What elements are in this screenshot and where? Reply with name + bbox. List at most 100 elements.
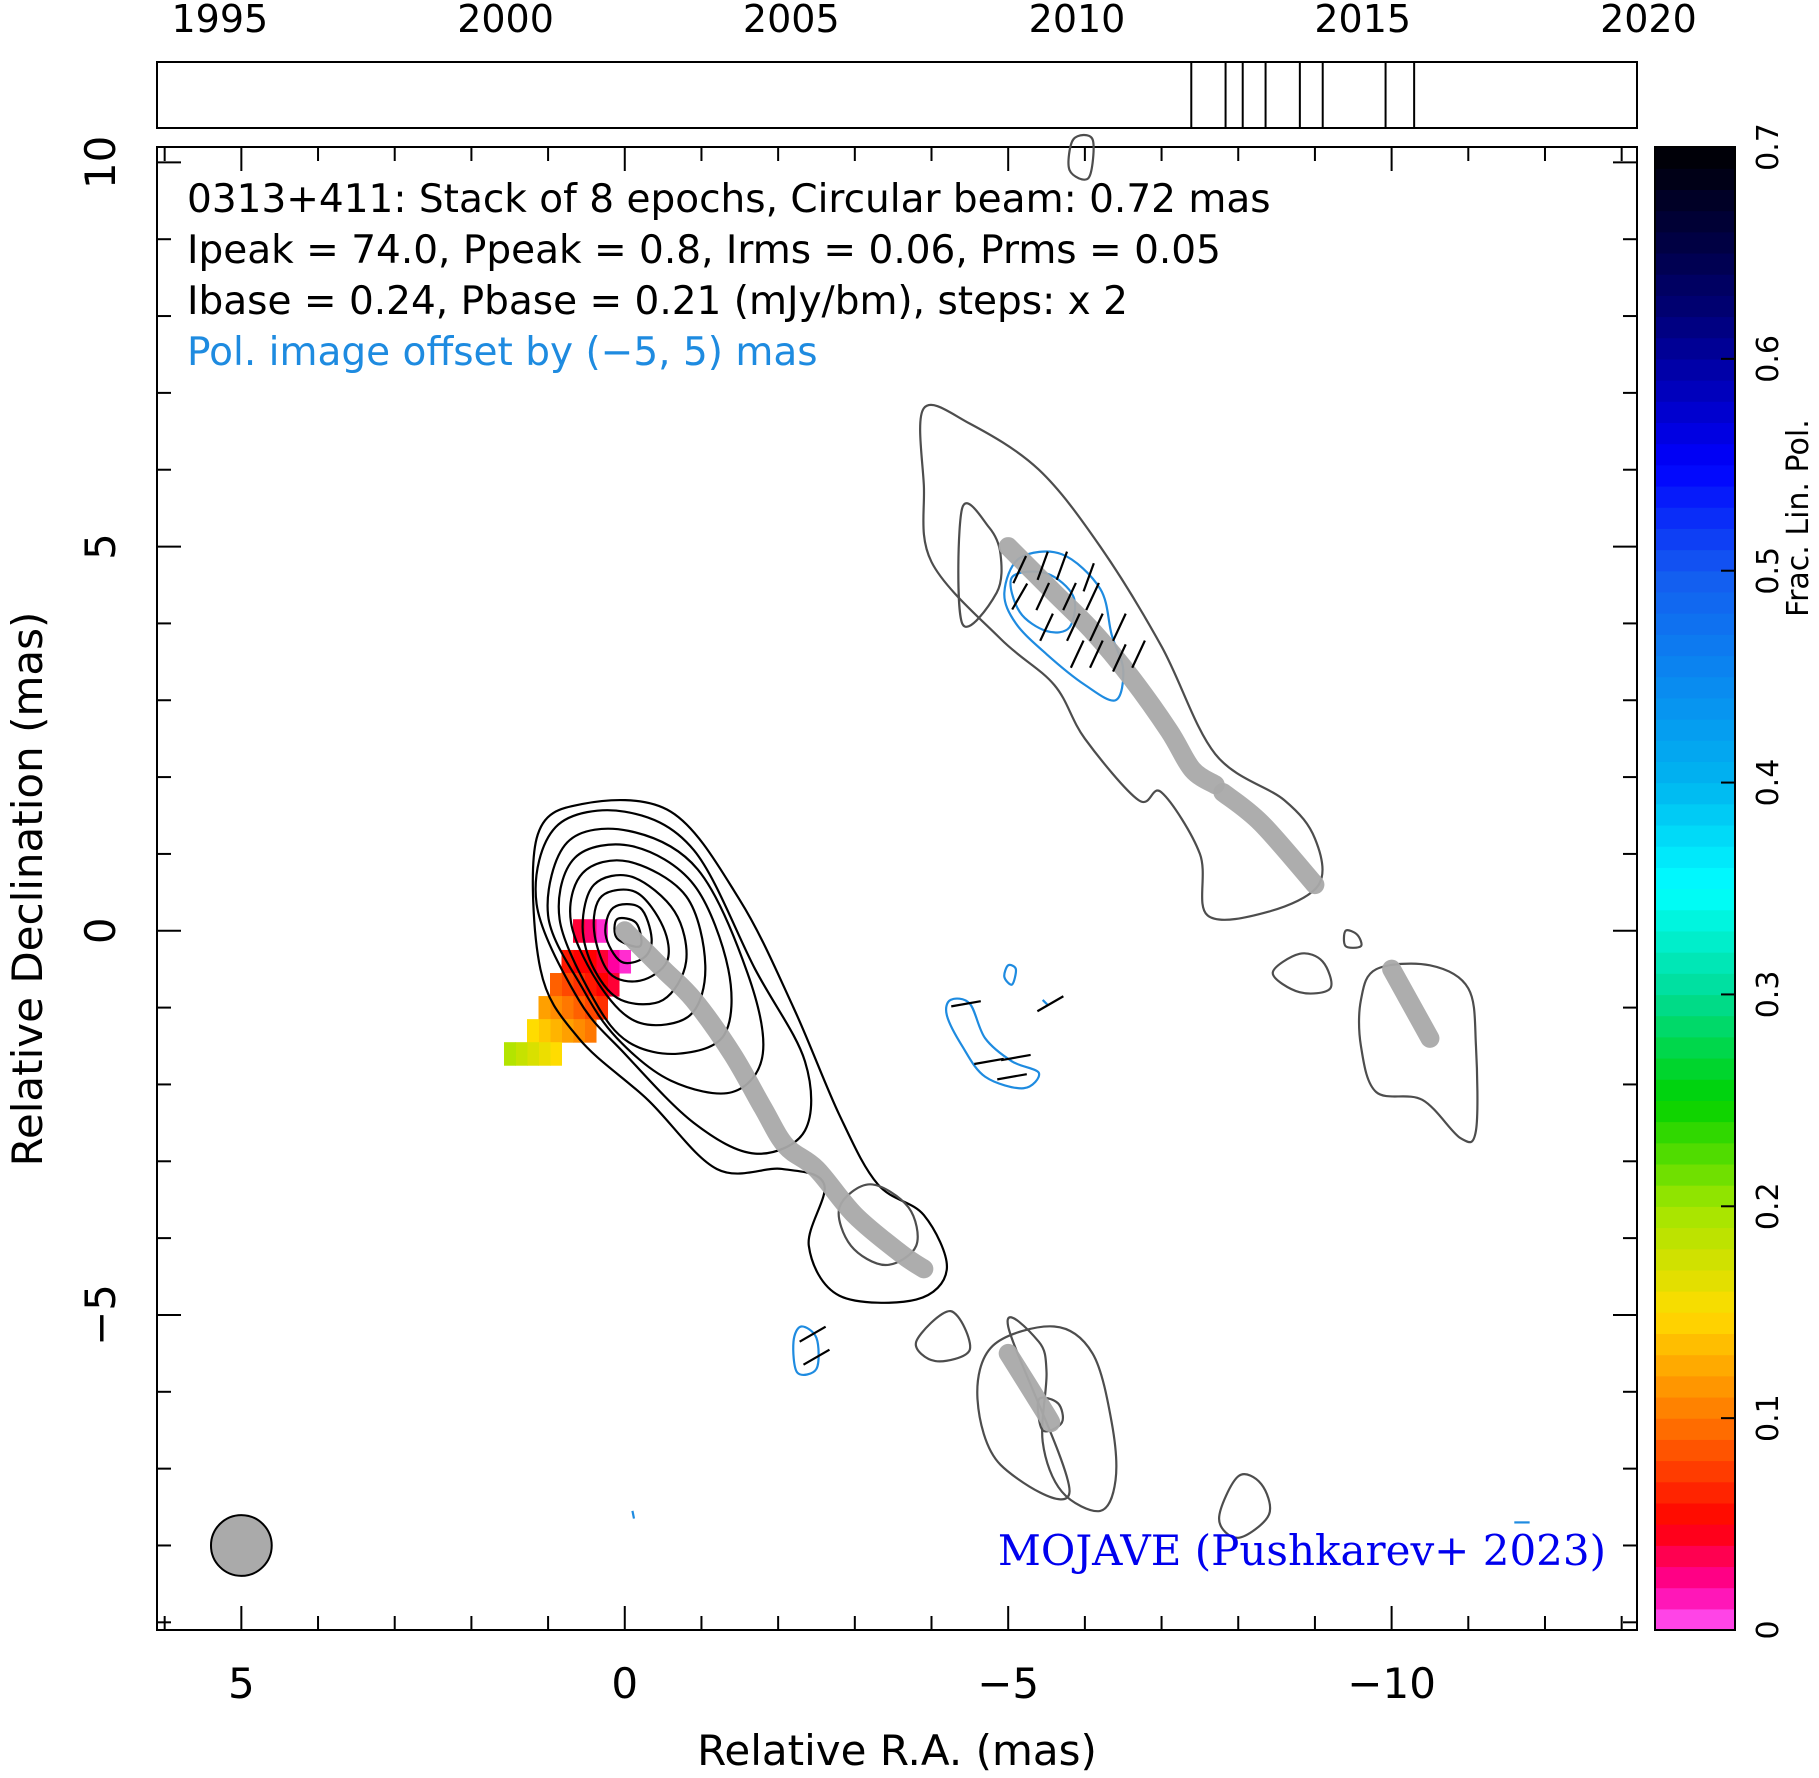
colorbar-band	[1655, 422, 1735, 445]
colorbar-band	[1655, 846, 1735, 868]
colorbar-band	[1655, 380, 1735, 402]
plot-frame	[156, 146, 1638, 1631]
stokes-i-contour	[837, 1183, 919, 1267]
colorbar-band	[1655, 168, 1735, 190]
colorbar-band	[1655, 1015, 1735, 1038]
stokes-i-contour	[914, 1310, 972, 1363]
frac-pol-pixel	[584, 1019, 597, 1043]
frac-pol-pixel	[538, 996, 551, 1020]
evpa-vector	[1039, 613, 1054, 642]
timeline-year-label: 2015	[1314, 0, 1411, 41]
evpa-vector	[1055, 551, 1069, 581]
colorbar-band	[1655, 1418, 1735, 1440]
timeline-frame	[156, 61, 1638, 129]
pol-offset-note: Pol. image offset by (−5, 5) mas	[187, 330, 818, 375]
colorbar-band	[1655, 1057, 1735, 1080]
ridge-line	[998, 1343, 1061, 1433]
colorbar-band	[1655, 867, 1735, 890]
colorbar-tick-label: 0.5	[1751, 547, 1786, 595]
stokes-i-contour	[581, 874, 688, 1006]
colorbar-band	[1655, 507, 1735, 529]
colorbar-band	[1655, 930, 1735, 953]
stokes-i-contour	[1036, 1396, 1064, 1433]
frac-pol-pixel	[527, 1042, 540, 1066]
evpa-vector	[1011, 582, 1029, 611]
colorbar-band	[1655, 274, 1735, 296]
frac-pol-pixel	[538, 1019, 551, 1043]
x-tick-label: 5	[228, 1659, 255, 1708]
colorbar-label: Frac. Lin. Pol.	[1781, 419, 1816, 617]
colorbar-band	[1655, 634, 1735, 657]
stokes-i-contour	[1342, 929, 1363, 949]
colorbar-band	[1655, 443, 1735, 466]
colorbar-band	[1655, 1269, 1735, 1292]
colorbar-band	[1655, 1608, 1735, 1631]
frac-pol-pixel	[619, 949, 632, 974]
evpa-vector	[951, 1000, 981, 1008]
frac-pol-pixel	[527, 1019, 540, 1043]
stokes-i-contour	[1357, 962, 1479, 1144]
info-line-1: Ipeak = 74.0, Ppeak = 0.8, Irms = 0.06, …	[187, 228, 1221, 273]
info-line-2: Ibase = 0.24, Pbase = 0.21 (mJy/bm), ste…	[187, 279, 1128, 324]
colorbar-band	[1655, 210, 1735, 233]
x-tick-label: −10	[1347, 1659, 1436, 1708]
timeline-year-label: 2020	[1600, 0, 1697, 41]
frac-pol-pixel	[550, 1042, 563, 1066]
colorbar-tick-label: 0	[1751, 1620, 1786, 1639]
colorbar-band	[1655, 1333, 1735, 1356]
colorbar-band	[1655, 888, 1735, 911]
evpa-vector	[799, 1325, 827, 1343]
evpa-vector	[1062, 582, 1077, 611]
stokes-i-contour	[546, 827, 765, 1095]
epoch-timeline: 1995 2000 2005 2010 2015 2020	[156, 0, 1697, 129]
y-tick-label: 5	[76, 533, 125, 560]
evpa-vector	[1112, 613, 1127, 642]
colorbar-band	[1655, 1354, 1735, 1377]
stokes-i-contour	[569, 859, 707, 1027]
colorbar-band	[1655, 528, 1735, 551]
colorbar-band	[1655, 1545, 1735, 1568]
colorbar: 0 0.1 0.2 0.3 0.4 0.5 0.6 0.7 Frac. Lin. Pol.	[1654, 123, 1816, 1640]
colorbar-band	[1655, 973, 1735, 996]
evpa-vector	[1131, 640, 1146, 669]
colorbar-band	[1655, 803, 1735, 826]
evpa-vector	[1036, 995, 1064, 1013]
colorbar-band	[1655, 485, 1735, 508]
colorbar-band	[1655, 952, 1735, 974]
colorbar-tick-label: 0.4	[1751, 759, 1786, 807]
y-tick-label: −5	[76, 1284, 125, 1346]
colorbar-tick-label: 0.2	[1751, 1182, 1786, 1230]
timeline-year-label: 1995	[171, 0, 268, 41]
colorbar-band	[1655, 316, 1735, 339]
colorbar-band	[1655, 740, 1735, 762]
colorbar-frame	[1654, 146, 1736, 1631]
stokes-i-contour	[604, 903, 653, 965]
colorbar-band	[1655, 1396, 1735, 1419]
evpa-vector	[1082, 562, 1095, 592]
evpa-vector	[1085, 582, 1100, 611]
frac-pol-pixel	[573, 1019, 586, 1043]
timeline-year-label: 2010	[1029, 0, 1126, 41]
colorbar-band	[1655, 1079, 1735, 1101]
colorbar-band	[1655, 1502, 1735, 1525]
colorbar-band	[1655, 1291, 1735, 1313]
ridge-line	[615, 921, 934, 1279]
colorbar-band	[1655, 1185, 1735, 1207]
colorbar-band	[1655, 591, 1735, 614]
evpa-vector	[802, 1348, 831, 1366]
colorbar-band	[1655, 464, 1735, 487]
timeline-year-label: 2005	[743, 0, 840, 41]
pol-contour	[1003, 963, 1018, 986]
evpa-vector	[1089, 613, 1104, 642]
ridge-line	[1382, 959, 1440, 1048]
frac-pol-pixel	[596, 996, 609, 1020]
colorbar-band	[1655, 719, 1735, 741]
timeline-year-label: 2000	[457, 0, 554, 41]
y-tick-label: 0	[76, 917, 125, 944]
evpa-vector	[997, 1073, 1027, 1081]
colorbar-band	[1655, 147, 1735, 169]
colorbar-band	[1655, 1312, 1735, 1334]
pol-contour	[792, 1325, 820, 1376]
